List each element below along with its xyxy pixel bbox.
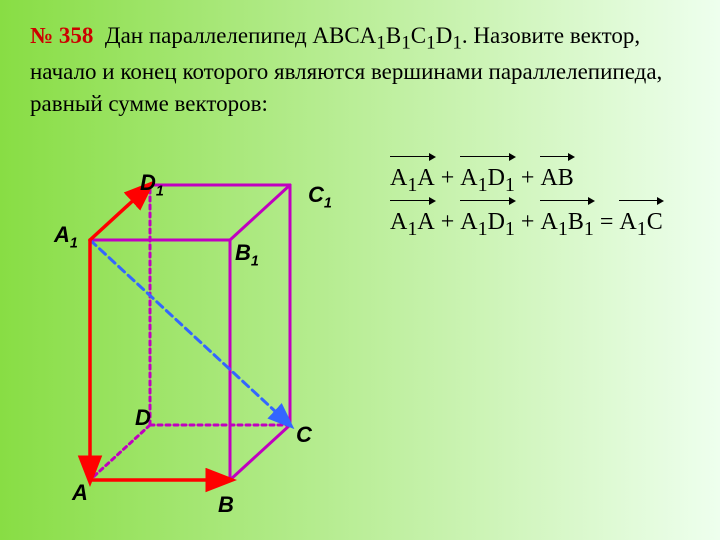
vector-A1A-2: A1A — [390, 200, 435, 244]
vertex-label-A1: A1 — [54, 222, 78, 251]
vertex-label-A: A — [72, 480, 88, 506]
parallelepiped-figure: A B C D A1 B1 C1 D1 — [40, 160, 350, 520]
vertex-label-D: D — [135, 405, 151, 431]
vector-A1A: A1A — [390, 156, 435, 200]
problem-text-1: Дан параллелепипед АВСA — [105, 23, 376, 48]
vector-A1B1: A1B1 — [540, 200, 593, 244]
vector-A1D1: A1D1 — [460, 156, 515, 200]
vertex-label-C: C — [296, 422, 312, 448]
vector-AB: AB — [540, 156, 573, 196]
vector-A1D1-2: A1D1 — [460, 200, 515, 244]
solution-equations: A1A + A1D1 + AB A1A + A1D1 + A1B1 = A1C — [390, 156, 663, 244]
problem-number: № 358 — [30, 23, 93, 48]
vertex-label-C1: C1 — [308, 182, 332, 211]
vertex-label-B: B — [218, 492, 234, 518]
problem-statement: № 358 Дан параллелепипед АВСA1В1С1D1. На… — [30, 20, 690, 119]
vertex-label-B1: B1 — [235, 240, 259, 269]
vector-A1C: A1C — [619, 200, 662, 244]
equation-line-1: A1A + A1D1 + AB — [390, 156, 663, 200]
parallelepiped-svg — [40, 160, 350, 520]
vertex-label-D1: D1 — [140, 170, 164, 199]
equation-line-2: A1A + A1D1 + A1B1 = A1C — [390, 200, 663, 244]
